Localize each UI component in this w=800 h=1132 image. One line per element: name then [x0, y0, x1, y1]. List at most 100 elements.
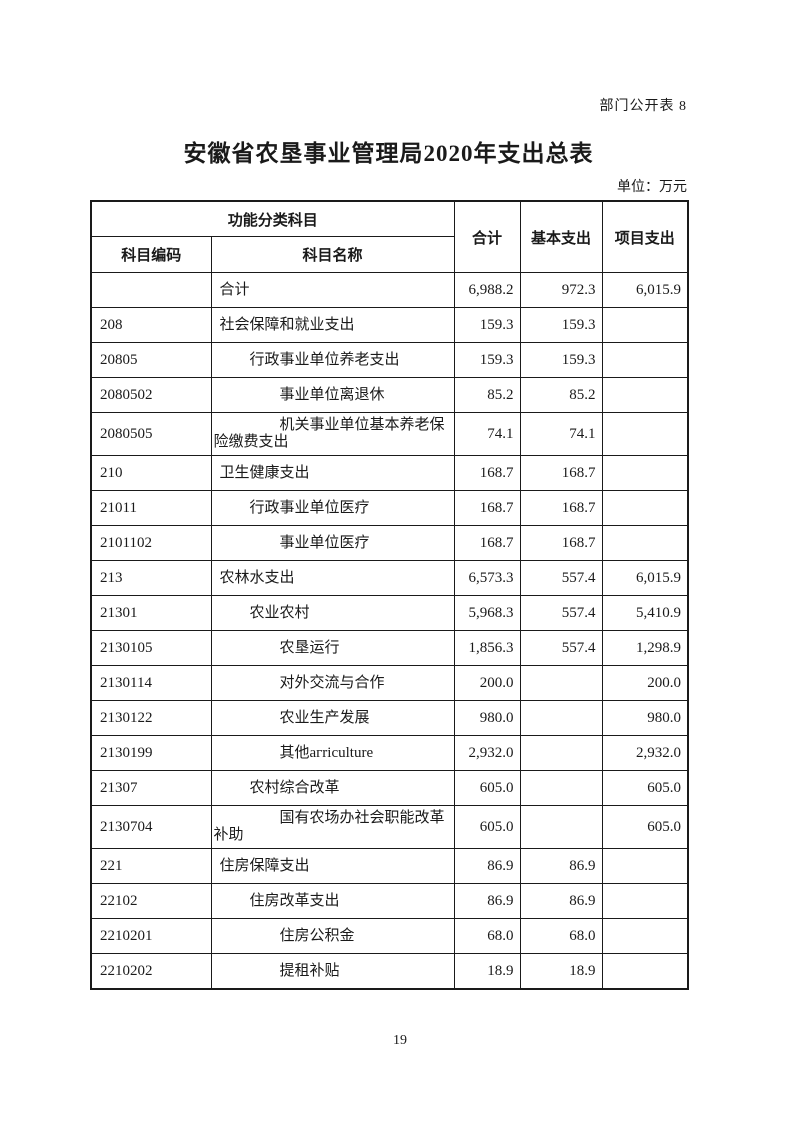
subject-name-cell: 农垦运行 [210, 630, 455, 666]
project-cell [601, 918, 689, 954]
header-row-group: 功能分类科目 合计 基本支出 项目支出 [90, 200, 689, 273]
subject-name-cell: 事业单位医疗 [210, 525, 455, 561]
subject-name-cell: 提租补贴 [210, 953, 455, 990]
total-cell: 980.0 [453, 700, 521, 736]
project-cell [601, 883, 689, 919]
total-cell: 18.9 [453, 953, 521, 990]
subject-name-cell: 农林水支出 [210, 560, 455, 596]
basic-cell: 86.9 [519, 848, 603, 884]
total-cell: 86.9 [453, 883, 521, 919]
subject-name-cell: 机关事业单位基本养老保险缴费支出 [210, 412, 455, 456]
basic-cell [519, 770, 603, 806]
header-basic-expenditure: 基本支出 [519, 200, 603, 273]
header-subject-name: 科目名称 [210, 236, 455, 273]
table-row: 2130704 国有农场办社会职能改革补助 605.0 605.0 [90, 805, 689, 849]
subject-code-cell: 2130704 [90, 805, 212, 849]
table-row: 20805 行政事业单位养老支出 159.3 159.3 [90, 342, 689, 378]
project-cell [601, 377, 689, 413]
project-cell: 1,298.9 [601, 630, 689, 666]
table-row: 2130122 农业生产发展 980.0 980.0 [90, 700, 689, 736]
total-cell: 605.0 [453, 770, 521, 806]
total-cell: 159.3 [453, 307, 521, 343]
table-row: 22102 住房改革支出 86.9 86.9 [90, 883, 689, 919]
header-total: 合计 [453, 200, 521, 273]
table-row: 2080505 机关事业单位基本养老保险缴费支出 74.1 74.1 [90, 412, 689, 456]
corner-table-label: 部门公开表 8 [599, 99, 687, 114]
basic-cell [519, 735, 603, 771]
table-row: 2210201 住房公积金 68.0 68.0 [90, 918, 689, 954]
expenditure-summary-table: 功能分类科目 合计 基本支出 项目支出 科目编码 科目名称 合计 6,988.2… [90, 200, 690, 990]
subject-code-cell [90, 272, 212, 308]
subject-name-cell: 国有农场办社会职能改革补助 [210, 805, 455, 849]
subject-code-cell: 21307 [90, 770, 212, 806]
table-row: 21307 农村综合改革 605.0 605.0 [90, 770, 689, 806]
subject-code-cell: 213 [90, 560, 212, 596]
table-row: 21011 行政事业单位医疗 168.7 168.7 [90, 490, 689, 526]
project-cell [601, 412, 689, 456]
table-row: 2130105 农垦运行 1,856.3 557.4 1,298.9 [90, 630, 689, 666]
project-cell: 605.0 [601, 805, 689, 849]
page-title: 安徽省农垦事业管理局2020年支出总表 [183, 141, 594, 166]
subject-name-cell: 事业单位离退休 [210, 377, 455, 413]
project-cell [601, 307, 689, 343]
basic-cell: 557.4 [519, 595, 603, 631]
table-row: 合计 6,988.2 972.3 6,015.9 [90, 272, 689, 308]
subject-name-cell: 行政事业单位养老支出 [210, 342, 455, 378]
basic-cell: 972.3 [519, 272, 603, 308]
subject-code-cell: 20805 [90, 342, 212, 378]
subject-code-cell: 2130105 [90, 630, 212, 666]
subject-code-cell: 221 [90, 848, 212, 884]
basic-cell: 159.3 [519, 342, 603, 378]
basic-cell [519, 805, 603, 849]
project-cell [601, 490, 689, 526]
total-cell: 168.7 [453, 525, 521, 561]
total-cell: 5,968.3 [453, 595, 521, 631]
table-row: 21301 农业农村 5,968.3 557.4 5,410.9 [90, 595, 689, 631]
table-row: 208 社会保障和就业支出 159.3 159.3 [90, 307, 689, 343]
project-cell: 5,410.9 [601, 595, 689, 631]
subject-code-cell: 2130199 [90, 735, 212, 771]
project-cell [601, 455, 689, 491]
subject-name-cell: 农业农村 [210, 595, 455, 631]
subject-code-cell: 21301 [90, 595, 212, 631]
subject-name-cell: 对外交流与合作 [210, 665, 455, 701]
subject-name-cell: 行政事业单位医疗 [210, 490, 455, 526]
basic-cell: 68.0 [519, 918, 603, 954]
basic-cell: 557.4 [519, 630, 603, 666]
subject-code-cell: 2101102 [90, 525, 212, 561]
subject-name-cell: 住房公积金 [210, 918, 455, 954]
header-row-sub: 科目编码 科目名称 [90, 236, 688, 273]
basic-cell: 557.4 [519, 560, 603, 596]
basic-cell: 74.1 [519, 412, 603, 456]
total-cell: 168.7 [453, 455, 521, 491]
subject-name-cell: 合计 [210, 272, 455, 308]
total-cell: 1,856.3 [453, 630, 521, 666]
unit-label: 单位：万元 [617, 180, 687, 195]
project-cell: 6,015.9 [601, 272, 689, 308]
table-row: 2130114 对外交流与合作 200.0 200.0 [90, 665, 689, 701]
table-row: 2080502 事业单位离退休 85.2 85.2 [90, 377, 689, 413]
total-cell: 605.0 [453, 805, 521, 849]
subject-name-cell: 农村综合改革 [210, 770, 455, 806]
basic-cell: 85.2 [519, 377, 603, 413]
header-project-expenditure: 项目支出 [601, 200, 689, 273]
total-cell: 86.9 [453, 848, 521, 884]
subject-code-cell: 2130122 [90, 700, 212, 736]
table-row: 210 卫生健康支出 168.7 168.7 [90, 455, 689, 491]
table-row: 2130199 其他агriculture 2,932.0 2,932.0 [90, 735, 689, 771]
project-cell: 2,932.0 [601, 735, 689, 771]
subject-name-cell: 社会保障和就业支出 [210, 307, 455, 343]
total-cell: 85.2 [453, 377, 521, 413]
subject-code-cell: 2080505 [90, 412, 212, 456]
total-cell: 68.0 [453, 918, 521, 954]
subject-code-cell: 2130114 [90, 665, 212, 701]
project-cell: 200.0 [601, 665, 689, 701]
project-cell [601, 953, 689, 990]
total-cell: 200.0 [453, 665, 521, 701]
total-cell: 2,932.0 [453, 735, 521, 771]
project-cell [601, 525, 689, 561]
subject-code-cell: 2210202 [90, 953, 212, 990]
total-cell: 6,988.2 [453, 272, 521, 308]
basic-cell: 168.7 [519, 490, 603, 526]
